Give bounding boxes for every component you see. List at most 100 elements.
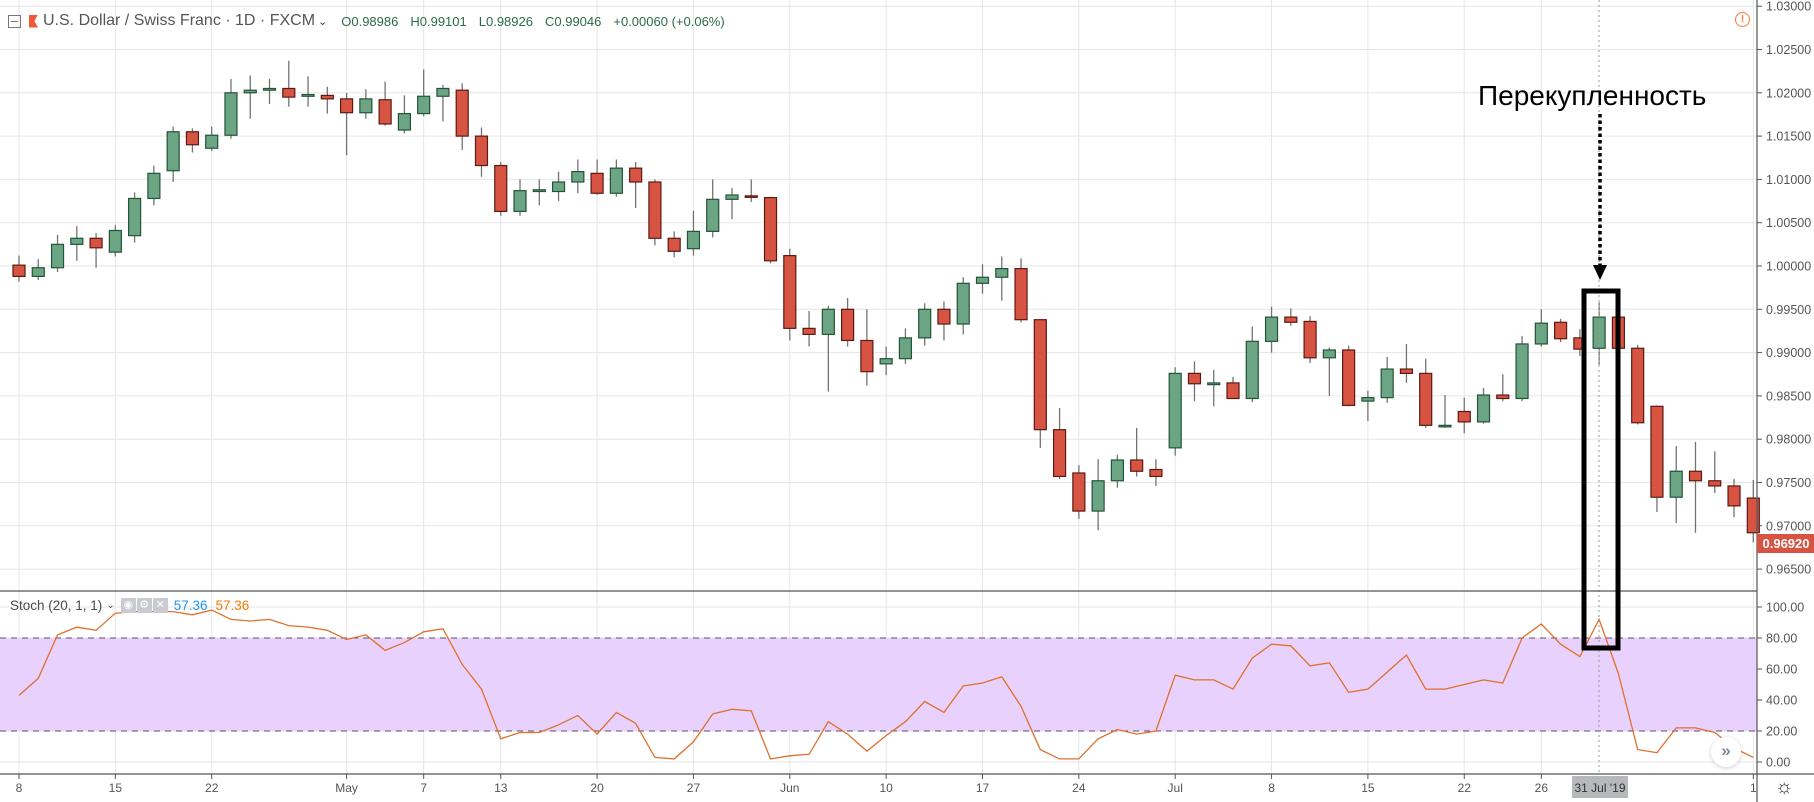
candle bbox=[841, 298, 855, 347]
time-axis[interactable]: 8 15 22 May 7 13 20 27 Jun 10 17 24 Jul 8 15 22 26 1 bbox=[16, 774, 1757, 795]
candle-body bbox=[1322, 349, 1336, 359]
price-tick-label: 1.02000 bbox=[1766, 86, 1811, 100]
candle-body bbox=[513, 190, 527, 213]
candle bbox=[1419, 358, 1433, 428]
stoch-axis[interactable]: 100.00 80.00 60.00 40.00 20.00 0.00 bbox=[1757, 601, 1804, 770]
gear-icon[interactable]: ⚙ bbox=[136, 598, 152, 613]
stoch-label[interactable]: Stoch (20, 1, 1) bbox=[10, 598, 103, 613]
candle bbox=[571, 159, 585, 194]
stoch-tick-label: 100.00 bbox=[1766, 601, 1804, 615]
candle-body bbox=[1496, 394, 1510, 400]
candle bbox=[1727, 479, 1741, 518]
candle-body bbox=[1380, 368, 1394, 399]
candle-body bbox=[1457, 410, 1471, 423]
candle-body bbox=[262, 87, 277, 91]
price-tick-label: 0.98000 bbox=[1766, 433, 1811, 447]
candle bbox=[1284, 308, 1298, 326]
candle bbox=[860, 309, 874, 386]
ohlc-open: O0.98986 bbox=[341, 13, 399, 29]
time-tick-label: 15 bbox=[109, 781, 123, 795]
candle-body bbox=[783, 255, 797, 329]
candle-body bbox=[436, 87, 450, 97]
candle bbox=[378, 81, 392, 126]
candle bbox=[1014, 258, 1028, 323]
candle bbox=[1072, 465, 1086, 519]
symbol-flag-icon bbox=[29, 14, 38, 28]
candle bbox=[609, 159, 623, 197]
candle bbox=[262, 78, 277, 105]
candle bbox=[667, 231, 681, 258]
stoch-d-value: 57.36 bbox=[215, 598, 250, 613]
candle-body bbox=[975, 276, 990, 284]
candle bbox=[1052, 408, 1067, 480]
candle-body bbox=[1207, 382, 1221, 386]
candle bbox=[1303, 316, 1317, 363]
candle bbox=[147, 165, 161, 206]
candle bbox=[301, 76, 315, 107]
ohlc-close: C0.99046 bbox=[544, 13, 602, 29]
price-tick-label: 1.03000 bbox=[1766, 0, 1811, 14]
candle-body bbox=[70, 237, 84, 245]
candle-body bbox=[1631, 347, 1645, 424]
candle bbox=[1322, 347, 1336, 396]
candle bbox=[629, 162, 643, 208]
candle bbox=[783, 248, 797, 341]
candle bbox=[50, 234, 65, 273]
candle bbox=[532, 179, 546, 206]
candle-body bbox=[667, 237, 681, 252]
candle bbox=[725, 188, 739, 220]
candle bbox=[1496, 374, 1510, 402]
price-tick-label: 1.00000 bbox=[1766, 260, 1811, 274]
candle bbox=[879, 346, 893, 376]
collapse-icon[interactable] bbox=[8, 14, 21, 28]
candle bbox=[898, 328, 913, 364]
candle-body bbox=[725, 194, 739, 200]
candle bbox=[648, 179, 662, 246]
price-tick-label: 0.97000 bbox=[1766, 519, 1811, 533]
candle bbox=[436, 85, 450, 122]
close-icon[interactable]: ✕ bbox=[152, 598, 168, 613]
candle-body bbox=[12, 264, 26, 277]
candle bbox=[31, 259, 45, 280]
ohlc-high: H0.99101 bbox=[410, 13, 467, 29]
candle-body bbox=[1149, 468, 1163, 478]
candle bbox=[1342, 345, 1356, 407]
candle-body bbox=[841, 308, 855, 342]
candle-body bbox=[629, 167, 643, 183]
candle bbox=[1708, 451, 1722, 493]
candle-body bbox=[918, 308, 932, 339]
warning-icon[interactable]: ! bbox=[1735, 12, 1750, 27]
settings-gear-icon[interactable]: ☼ bbox=[1775, 776, 1794, 798]
candle-body bbox=[320, 94, 334, 100]
price-axis[interactable]: 1.03000 1.02500 1.02000 1.01500 1.01000 1.005… bbox=[1757, 0, 1811, 577]
candle bbox=[243, 75, 257, 119]
candle-body bbox=[1515, 343, 1529, 400]
candle bbox=[474, 127, 489, 177]
candle-body bbox=[1284, 316, 1298, 323]
symbol-title[interactable]: U.S. Dollar / Swiss Franc · 1D · FXCM bbox=[43, 12, 316, 29]
candle bbox=[937, 301, 951, 341]
candle bbox=[1631, 344, 1645, 425]
chevron-down-icon[interactable]: ⌄ bbox=[318, 15, 328, 28]
candle-body bbox=[1052, 429, 1067, 478]
candle bbox=[975, 264, 990, 294]
candle-body bbox=[1592, 316, 1606, 349]
chevron-down-icon[interactable]: ⌄ bbox=[106, 600, 115, 611]
visibility-icon[interactable]: ◉ bbox=[120, 598, 136, 613]
scroll-to-realtime-button[interactable]: » bbox=[1711, 737, 1741, 767]
time-tick-label: 1 bbox=[1750, 781, 1757, 795]
candle bbox=[70, 226, 84, 261]
candle-body bbox=[686, 230, 701, 250]
candle bbox=[1245, 326, 1259, 402]
candle bbox=[590, 159, 604, 195]
candle bbox=[1650, 405, 1664, 512]
candle bbox=[1264, 306, 1279, 353]
time-tick-label: 15 bbox=[1361, 781, 1375, 795]
price-tick-label: 0.99500 bbox=[1766, 303, 1811, 317]
annotation-text[interactable]: Перекупленность bbox=[1478, 80, 1707, 111]
candle-body bbox=[1534, 322, 1548, 345]
time-tick-label: 26 bbox=[1535, 781, 1549, 795]
candle bbox=[397, 95, 411, 134]
candle-body bbox=[879, 358, 893, 365]
